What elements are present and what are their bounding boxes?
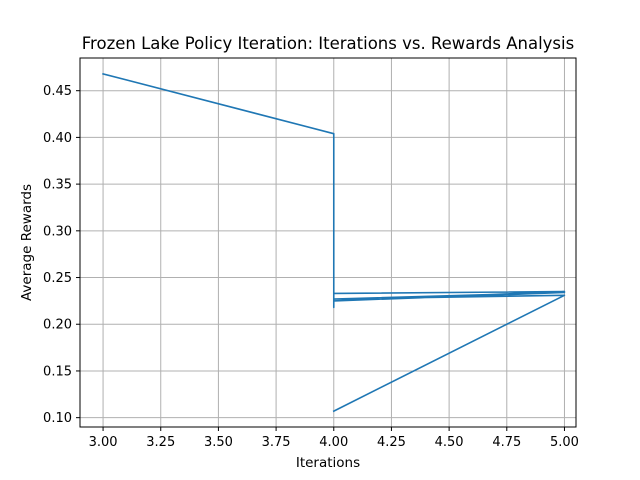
y-tick-label: 0.20 [43, 318, 72, 333]
x-tick-label: 3.00 [89, 435, 118, 450]
x-tick-label: 4.25 [377, 435, 406, 450]
y-axis-label: Average Rewards [19, 184, 35, 301]
data-point [564, 294, 566, 296]
data-point [333, 410, 335, 412]
data-point [333, 133, 335, 135]
y-tick-label: 0.40 [43, 131, 72, 146]
x-tick-label: 3.25 [146, 435, 175, 450]
x-axis-label: Iterations [296, 455, 360, 471]
data-point [333, 298, 335, 300]
grid-layer [80, 58, 576, 427]
y-tick-label: 0.25 [43, 271, 72, 286]
y-tick-label: 0.30 [43, 224, 72, 239]
chart-title: Frozen Lake Policy Iteration: Iterations… [82, 34, 574, 53]
x-tick-label: 4.75 [492, 435, 521, 450]
y-tick-label: 0.10 [43, 411, 72, 426]
data-point [333, 300, 335, 302]
ticks-layer: 3.00 3.25 3.50 3.75 4.00 4.25 4.50 4.75 5.00 0.10… [43, 84, 579, 450]
y-tick-label: 0.15 [43, 364, 72, 379]
x-tick-label: 4.00 [319, 435, 348, 450]
series-layer [102, 72, 566, 413]
plot-frame [79, 57, 577, 428]
y-tick-label: 0.45 [43, 84, 72, 99]
x-tick-label: 4.50 [435, 435, 464, 450]
data-point [564, 292, 566, 294]
data-point [102, 73, 104, 75]
data-point [333, 307, 335, 309]
data-point [333, 293, 335, 295]
y-tick-label: 0.35 [43, 178, 72, 193]
x-tick-label: 3.50 [204, 435, 233, 450]
series-line [102, 72, 566, 413]
x-tick-label: 3.75 [262, 435, 291, 450]
x-tick-label: 5.00 [550, 435, 579, 450]
